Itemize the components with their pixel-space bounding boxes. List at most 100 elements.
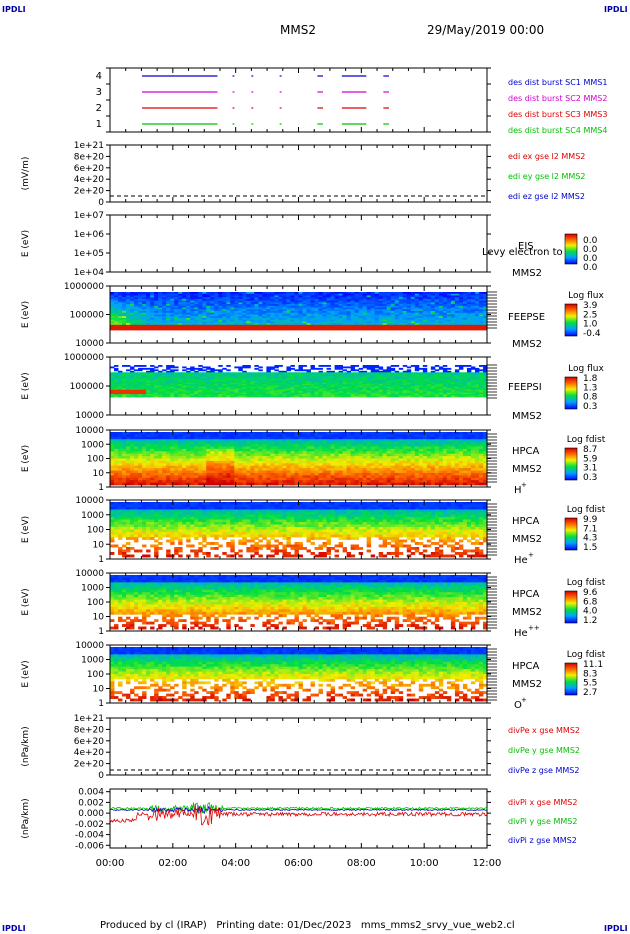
feepsi-spectrogram-cell: [378, 379, 384, 382]
feepsi-spectrogram-cell: [122, 389, 127, 392]
hpca-h-spectrogram-cell: [154, 480, 159, 483]
hpca-h-spectrogram-cell: [126, 446, 131, 450]
hpca-h-spectrogram-cell: [138, 482, 143, 486]
hpca-h-spectrogram-cell: [230, 480, 235, 483]
feepsi-spectrogram-cell: [186, 379, 191, 382]
feepse-spectrogram-cell: [374, 317, 380, 321]
feepse-spectrogram-cell: [274, 305, 279, 308]
feepse-spectrogram-cell: [222, 295, 227, 298]
feepsi-spectrogram-cell: [162, 372, 167, 375]
feepsi-spectrogram-cell: [470, 395, 476, 398]
hpca-h-spectrogram-cell: [230, 458, 235, 462]
hpca-h-spectrogram-cell: [126, 434, 131, 438]
feepsi-spectrogram-cell: [246, 394, 251, 396]
feepsi-spectrogram-cell: [178, 378, 183, 380]
feepse-spectrogram-cell: [410, 311, 416, 314]
feepse-spectrogram-cell: [110, 321, 115, 324]
hpca-h-spectrogram-cell: [190, 448, 195, 452]
feepse-spectrogram-cell: [470, 293, 476, 296]
feepsi-spectrogram-cell: [394, 394, 400, 396]
feepse-spectrogram-cell: [206, 319, 211, 322]
feepsi-spectrogram-cell: [406, 383, 412, 386]
feepse-spectrogram-cell: [158, 314, 163, 317]
feepse-spectrogram-cell: [430, 328, 436, 331]
hpca-h-spectrogram-cell: [218, 463, 223, 467]
feepse-spectrogram-cell: [354, 324, 360, 327]
feepsi-spectrogram-cell: [126, 379, 131, 382]
feepsi-spectrogram-cell: [442, 385, 448, 388]
eis-colorbar-tick: 0.0: [583, 245, 598, 255]
feepsi-spectrogram-cell: [298, 386, 303, 389]
feepsi-spectrogram-cell: [394, 382, 400, 385]
feepsi-spectrogram-cell: [326, 367, 331, 370]
feepse-spectrogram-cell: [214, 319, 219, 322]
feepse-spectrogram-cell: [462, 307, 468, 310]
feepse-spectrogram-cell: [126, 328, 131, 331]
feepse-spectrogram-cell: [334, 321, 340, 324]
feepsi-spectrogram-cell: [258, 395, 263, 398]
hpca-h-spectrogram-cell: [198, 465, 203, 469]
feepse-spectrogram-cell: [442, 302, 448, 305]
hpca-h-spectrogram-cell: [110, 444, 115, 447]
hpca-h-spectrogram-cell: [126, 482, 131, 486]
feepse-spectrogram-cell: [162, 309, 167, 312]
hpca-h-spectrogram-cell: [134, 456, 139, 459]
hpca-h-spectrogram-cell: [170, 456, 175, 459]
hpca-h-spectrogram-cell: [170, 468, 175, 471]
feepsi-spectrogram-cell: [218, 391, 223, 394]
feepsi-spectrogram-cell: [362, 383, 368, 386]
feepsi-spectrogram-cell: [322, 379, 327, 382]
feepse-spectrogram-cell: [482, 304, 488, 307]
feepse-spectrogram-cell: [130, 321, 135, 324]
feepse-spectrogram-cell: [474, 326, 480, 329]
feepsi-spectrogram-cell: [386, 379, 392, 382]
feepse-spectrogram-cell: [442, 311, 448, 314]
feepse-spectrogram-cell: [430, 317, 436, 321]
feepse-spectrogram-cell: [194, 319, 199, 322]
feepsi-spectrogram-cell: [374, 392, 380, 395]
feepsi-spectrogram-cell: [330, 389, 335, 392]
feepse-spectrogram-cell: [314, 302, 319, 305]
feepse-spectrogram-cell: [238, 295, 243, 298]
feepsi-spectrogram-cell: [270, 366, 275, 369]
feepsi-spectrogram-cell: [162, 389, 167, 392]
feepsi-spectrogram-cell: [374, 370, 380, 373]
feepse-spectrogram-cell: [138, 293, 143, 296]
feepsi-spectrogram-cell: [246, 388, 251, 391]
feepse-spectrogram-cell: [214, 293, 219, 296]
feepse-spectrogram-cell: [422, 326, 428, 329]
feepse-spectrogram-cell: [202, 324, 207, 327]
hpca-h-spectrogram-cell: [202, 456, 207, 459]
feepsi-spectrogram-cell: [270, 389, 275, 392]
feepsi-spectrogram-cell: [470, 378, 476, 380]
feepsi-spectrogram-cell: [254, 395, 259, 398]
feepsi-spectrogram-cell: [234, 391, 239, 394]
feepsi-spectrogram-cell: [390, 373, 396, 376]
feepsi-spectrogram-cell: [406, 382, 412, 385]
feepsi-spectrogram-cell: [270, 392, 275, 395]
feepse-spectrogram-cell: [218, 302, 223, 305]
feepsi-spectrogram-cell: [294, 394, 299, 396]
feepse-spectrogram-cell: [442, 304, 448, 307]
feepsi-spectrogram-cell: [450, 395, 456, 398]
feepse-spectrogram-cell: [286, 298, 291, 302]
feepse-spectrogram-cell: [166, 321, 171, 324]
feepsi-spectrogram-cell: [422, 394, 428, 396]
feepse-spectrogram-cell: [110, 311, 115, 314]
feepse-spectrogram-cell: [382, 304, 388, 307]
feepse-spectrogram-cell: [286, 319, 291, 322]
edi-panel-ytick-label: 4e+20: [74, 175, 105, 185]
feepse-spectrogram-cell: [226, 300, 231, 303]
feepsi-spectrogram-cell: [438, 388, 444, 391]
feepsi-spectrogram-cell: [130, 370, 135, 373]
feepsi-spectrogram-cell: [214, 376, 219, 379]
feepsi-spectrogram-cell: [206, 375, 211, 378]
feepsi-spectrogram-cell: [438, 372, 444, 375]
feepse-spectrogram-cell: [202, 314, 207, 317]
feepsi-spectrogram-cell: [262, 392, 267, 395]
feepsi-spectrogram-cell: [242, 386, 247, 389]
feepse-spectrogram-cell: [190, 305, 195, 308]
feepse-spectrogram-cell: [482, 292, 488, 295]
feepsi-spectrogram-cell: [122, 388, 127, 391]
hpca-h-spectrogram-cell: [174, 468, 179, 471]
